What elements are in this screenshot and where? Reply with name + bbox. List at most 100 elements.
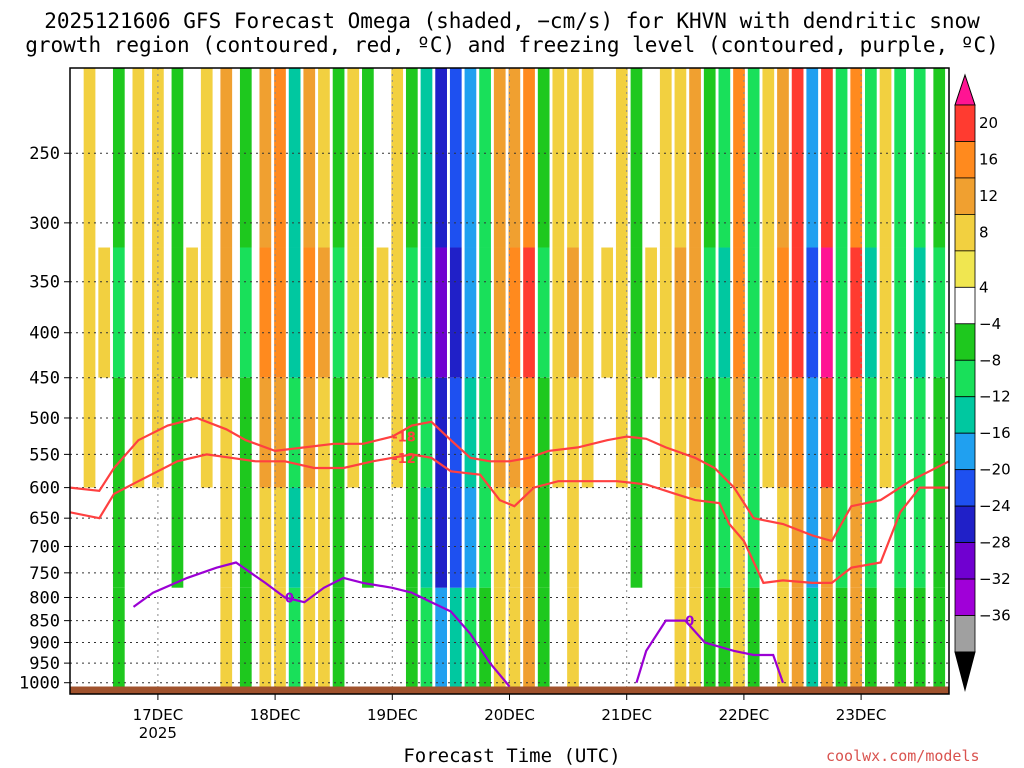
colorbar-swatch — [954, 104, 976, 142]
omega-cell — [259, 68, 272, 248]
omega-cell — [220, 68, 233, 248]
omega-cell — [762, 247, 775, 378]
omega-cell — [913, 68, 926, 248]
omega-cell — [552, 487, 565, 588]
omega-cell — [420, 377, 433, 488]
omega-cell — [879, 587, 892, 694]
omega-cell — [347, 68, 360, 248]
omega-cell — [362, 68, 374, 248]
chart-title-line-2: growth region (contoured, red, ºC) and f… — [25, 33, 999, 57]
omega-cell — [894, 247, 907, 378]
omega-cell — [239, 68, 252, 248]
y-axis: 2503003504004505005506006507007508008509… — [19, 144, 70, 694]
omega-cell — [523, 247, 535, 378]
omega-cell — [98, 377, 111, 488]
credit-link[interactable]: coolwx.com/models — [826, 747, 980, 765]
y-tick-label: 550 — [29, 445, 60, 465]
omega-cell — [479, 377, 491, 488]
omega-cell — [200, 68, 213, 248]
omega-cell — [274, 247, 286, 378]
omega-cell — [747, 377, 760, 488]
omega-cell — [508, 68, 521, 248]
omega-cell — [894, 587, 907, 694]
omega-cell — [449, 68, 462, 248]
colorbar: 20 16 12 8 4 −4 −8 −12 −16 −20 −24 −28 −32 −36 — [954, 73, 1011, 692]
omega-cell — [523, 487, 535, 588]
omega-cell — [239, 587, 252, 694]
omega-cell — [879, 377, 892, 488]
omega-cell — [806, 68, 819, 248]
colorbar-swatch — [954, 432, 976, 471]
omega-cell — [581, 487, 594, 588]
colorbar-label: −28 — [979, 534, 1011, 552]
colorbar-label: −4 — [979, 315, 1001, 333]
omega-cell — [435, 68, 447, 248]
omega-cell — [821, 487, 833, 588]
omega-cell — [152, 377, 164, 488]
omega-cell — [376, 68, 389, 248]
colorbar-swatch — [954, 323, 976, 361]
omega-cell — [537, 68, 550, 248]
omega-cell — [83, 68, 96, 248]
omega-cell — [186, 68, 198, 248]
terrain-fill — [70, 686, 949, 694]
omega-cell — [865, 247, 877, 378]
omega-cell — [98, 487, 111, 588]
x-axis-title: Forecast Time (UTC) — [403, 745, 621, 767]
omega-cell — [689, 377, 701, 488]
omega-cell — [777, 487, 789, 588]
omega-cell — [98, 587, 111, 694]
omega-cell — [791, 377, 804, 488]
omega-cell — [464, 377, 477, 488]
omega-cell — [615, 487, 628, 588]
omega-cell — [220, 487, 233, 588]
omega-cell — [493, 247, 506, 378]
omega-cell — [239, 377, 252, 488]
omega-cell — [674, 68, 687, 248]
omega-cell — [894, 377, 907, 488]
omega-cell — [835, 68, 848, 248]
omega-cell — [913, 377, 926, 488]
omega-cell — [318, 68, 330, 248]
omega-cell — [703, 487, 716, 588]
omega-cell — [630, 247, 643, 378]
omega-cell — [239, 487, 252, 588]
omega-cell — [274, 68, 286, 248]
omega-cell — [112, 587, 125, 694]
colorbar-swatch — [954, 213, 976, 252]
omega-cell — [274, 487, 286, 588]
omega-cell — [449, 247, 462, 378]
colorbar-label: −36 — [979, 607, 1011, 625]
chart-title-line-1: 2025121606 GFS Forecast Omega (shaded, −… — [44, 9, 980, 33]
omega-cell — [508, 587, 521, 694]
omega-cell — [933, 587, 946, 694]
omega-cell — [552, 377, 565, 488]
colorbar-swatch — [954, 141, 976, 179]
omega-cell — [288, 377, 301, 488]
colorbar-swatch — [954, 250, 976, 288]
x-tick-label: 20DEC — [484, 706, 535, 724]
omega-cell — [615, 587, 628, 694]
omega-cell — [112, 487, 125, 588]
omega-cell — [508, 487, 521, 588]
omega-cell — [391, 247, 404, 378]
omega-cell — [933, 68, 946, 248]
omega-cell — [171, 247, 184, 378]
omega-cell — [733, 247, 745, 378]
omega-cell — [200, 377, 213, 488]
omega-cell — [132, 377, 145, 488]
omega-cell — [171, 487, 184, 588]
omega-cell — [645, 487, 657, 588]
omega-cell — [405, 487, 418, 588]
omega-cell — [98, 247, 111, 378]
omega-cell — [615, 377, 628, 488]
omega-cell — [718, 587, 731, 694]
y-tick-label: 600 — [29, 479, 60, 499]
omega-cell — [303, 68, 316, 248]
omega-cell — [376, 377, 389, 488]
omega-cell — [835, 587, 848, 694]
omega-cell — [733, 587, 745, 694]
omega-cell — [420, 587, 433, 694]
omega-cell — [464, 587, 477, 694]
